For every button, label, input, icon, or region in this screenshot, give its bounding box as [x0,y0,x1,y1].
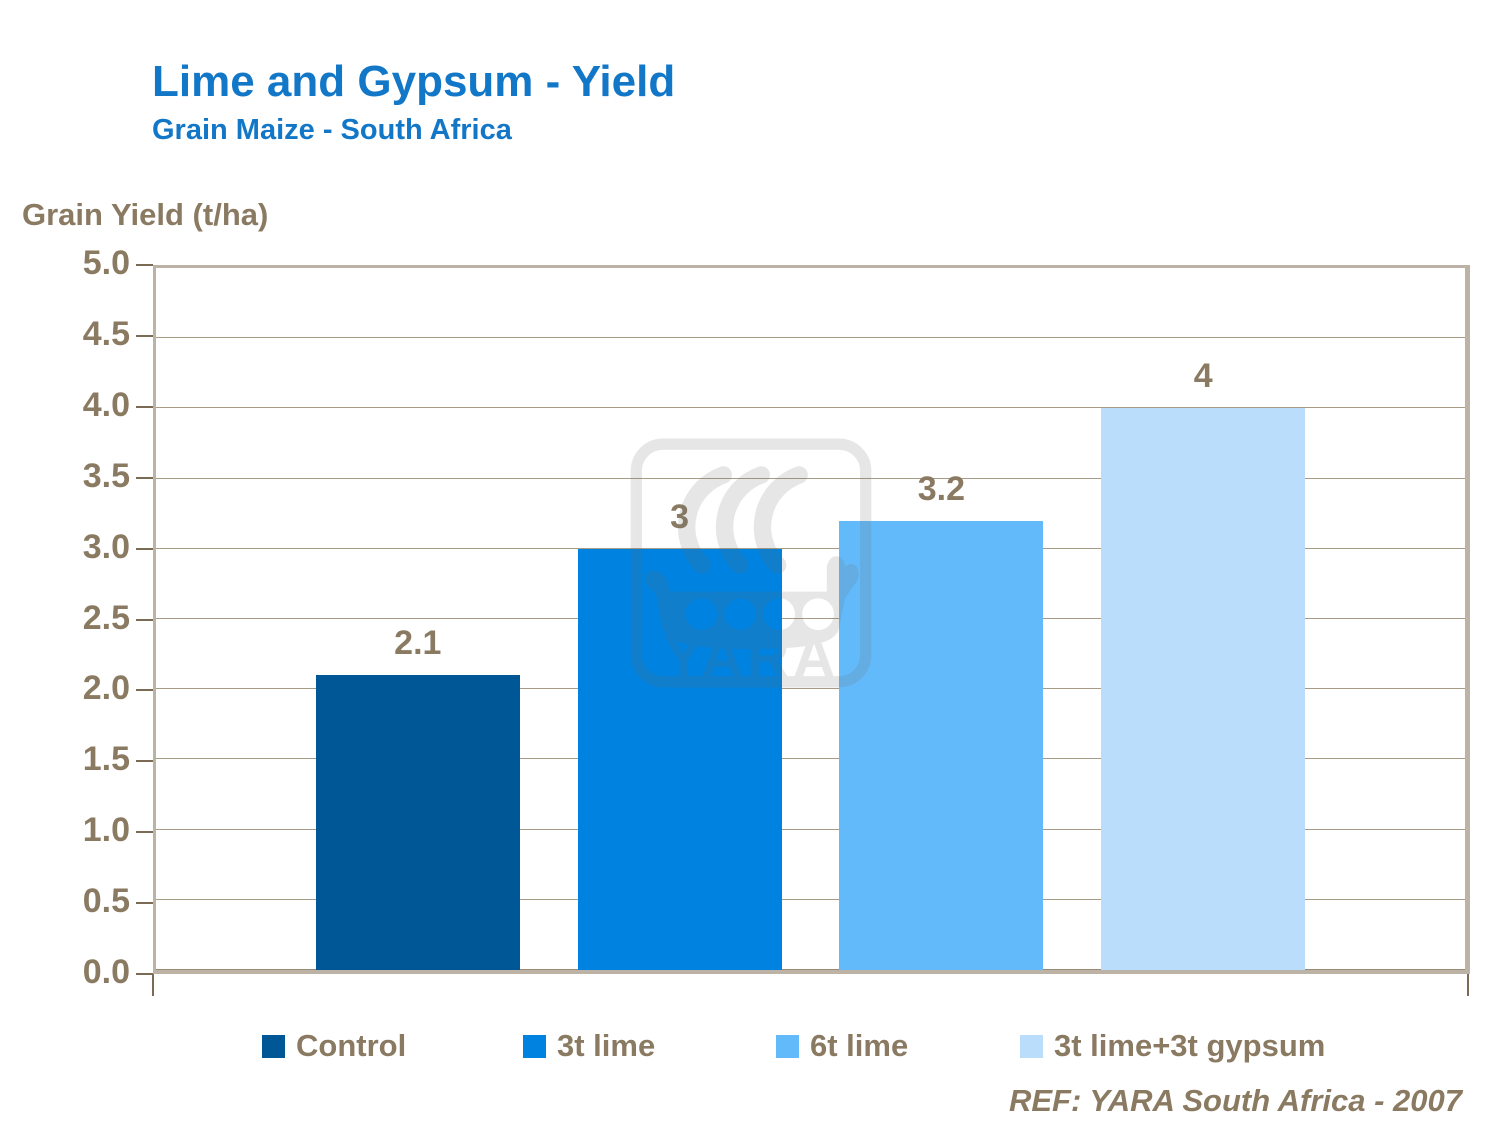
gridline-4.0 [156,407,1465,409]
legend-swatch [776,1034,799,1058]
bar-3t-lime-3t-gypsum [1101,408,1306,970]
y-tick-mark [136,760,153,763]
reference-text: REF: YARA South Africa - 2007 [1008,1083,1462,1118]
x-tick-mark [1467,974,1469,996]
bar-control [315,675,520,970]
y-tick-label-1.0: 1.0 [82,811,130,850]
legend: Control 3t lime 6t lime 3t lime+3t gypsum [0,1028,1500,1068]
x-tick-mark [152,974,154,996]
chart-subtitle: Grain Maize - South Africa [152,114,512,146]
plot-area: 2.1 3 3.2 4 [153,265,1470,974]
y-tick-mark [136,476,153,479]
y-tick-label-5.0: 5.0 [82,243,130,282]
gridline-4.5 [156,337,1465,339]
bar-value-label: 3.2 [917,469,966,508]
y-tick-label-2.0: 2.0 [82,669,130,708]
bar-value-label: 2.1 [394,624,442,663]
legend-item-6t-lime: 6t lime [776,1028,908,1064]
bar-6t-lime [839,520,1044,970]
legend-label: Control [296,1028,407,1063]
gridline-3.0 [156,547,1465,549]
legend-item-3t-lime: 3t lime [523,1028,655,1064]
gridline-0.5 [156,898,1465,900]
y-tick-label-0.0: 0.0 [82,952,130,991]
legend-swatch [262,1034,285,1058]
legend-label: 3t lime+3t gypsum [1054,1028,1326,1063]
y-tick-mark [136,973,153,975]
y-tick-label-4.5: 4.5 [82,314,130,353]
legend-item-control: Control [262,1028,406,1064]
legend-swatch [1020,1034,1043,1058]
y-axis-title: Grain Yield (t/ha) [22,197,269,232]
y-tick-mark [136,405,153,408]
chart-title: Lime and Gypsum - Yield [152,57,676,106]
bar-value-label: 3 [670,497,690,536]
y-tick-mark [136,264,153,266]
legend-label: 3t lime [557,1028,656,1063]
legend-swatch [523,1034,546,1058]
y-tick-label-3.0: 3.0 [82,527,130,566]
y-tick-label-1.5: 1.5 [82,740,130,779]
legend-label: 6t lime [810,1028,909,1063]
bar-3t-lime [577,548,782,970]
y-tick-mark [136,334,153,337]
gridline-1.0 [156,828,1465,830]
y-tick-mark [136,902,153,905]
y-tick-mark [136,618,153,621]
gridline-2.0 [156,688,1465,690]
y-tick-mark [136,831,153,834]
y-tick-mark [136,547,153,550]
plot-inner: 2.1 3 3.2 4 [156,268,1465,970]
y-tick-label-4.0: 4.0 [82,385,130,424]
gridline-3.5 [156,477,1465,479]
bar-value-label: 4 [1193,357,1213,396]
gridline-1.5 [156,758,1465,760]
y-tick-mark [136,689,153,692]
legend-item-3t-lime-3t-gypsum: 3t lime+3t gypsum [1020,1028,1325,1064]
y-tick-label-0.5: 0.5 [82,882,130,921]
gridline-2.5 [156,618,1465,619]
y-tick-label-3.5: 3.5 [82,456,130,495]
y-tick-label-2.5: 2.5 [82,598,130,637]
